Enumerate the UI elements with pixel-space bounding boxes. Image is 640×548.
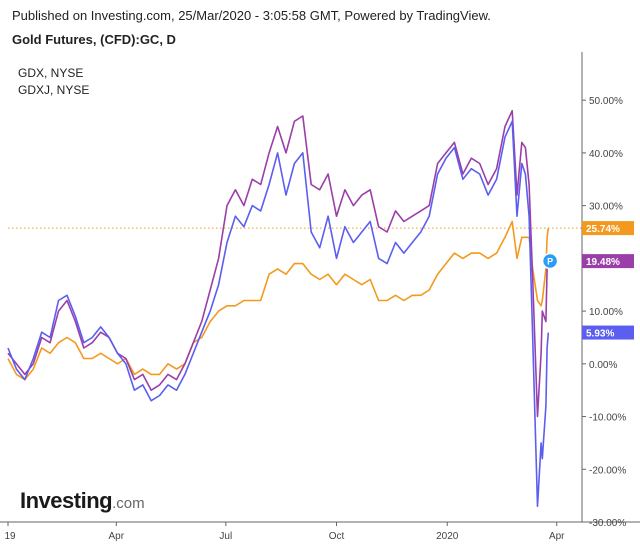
last-value-tag-1: 19.48%	[582, 254, 634, 269]
y-tick-label: -30.00%	[589, 518, 626, 529]
y-tick-label: -20.00%	[589, 465, 626, 476]
logo-suffix: .com	[112, 495, 145, 512]
x-tick-label: 2020	[436, 531, 459, 542]
y-tick-label: -10.00%	[589, 413, 626, 424]
legend-gdxj[interactable]: GDXJ, NYSE	[18, 83, 90, 97]
last-value-tag-label: 25.74%	[586, 224, 620, 235]
last-value-tag-bg	[582, 254, 634, 269]
y-tick-label: 30.00%	[589, 202, 623, 213]
event-pin-marker[interactable]: P	[541, 252, 559, 270]
y-tick-label: 10.00%	[589, 307, 623, 318]
y-tick-label: 40.00%	[589, 149, 623, 160]
x-tick-label: Apr	[109, 531, 125, 542]
last-value-tag-0: 25.74%	[582, 221, 634, 236]
x-tick-label: Jul	[219, 531, 232, 542]
event-pin-label: P	[547, 257, 553, 267]
y-tick-label: 50.00%	[589, 96, 623, 107]
logo-brand: Investing	[20, 488, 113, 513]
y-tick-label: 0.00%	[589, 360, 617, 371]
legend-gdx[interactable]: GDX, NYSE	[18, 66, 84, 80]
symbol-title[interactable]: Gold Futures, (CFD):GC, D	[12, 32, 176, 47]
last-value-tag-label: 5.93%	[586, 329, 614, 340]
last-value-tag-label: 19.48%	[586, 257, 620, 268]
series-line-0[interactable]	[7, 220, 550, 381]
last-value-tag-2: 5.93%	[582, 325, 634, 340]
last-value-tag-bg	[582, 221, 634, 236]
published-caption: Published on Investing.com, 25/Mar/2020 …	[12, 8, 491, 23]
investing-logo: Investing.com	[20, 488, 145, 514]
x-tick-label: Apr	[549, 531, 565, 542]
x-tick-label: 19	[4, 531, 16, 542]
series-line-2[interactable]	[7, 120, 550, 507]
last-value-tag-bg	[582, 325, 634, 340]
x-tick-label: Oct	[329, 531, 345, 542]
event-pin-circle[interactable]	[541, 252, 559, 270]
